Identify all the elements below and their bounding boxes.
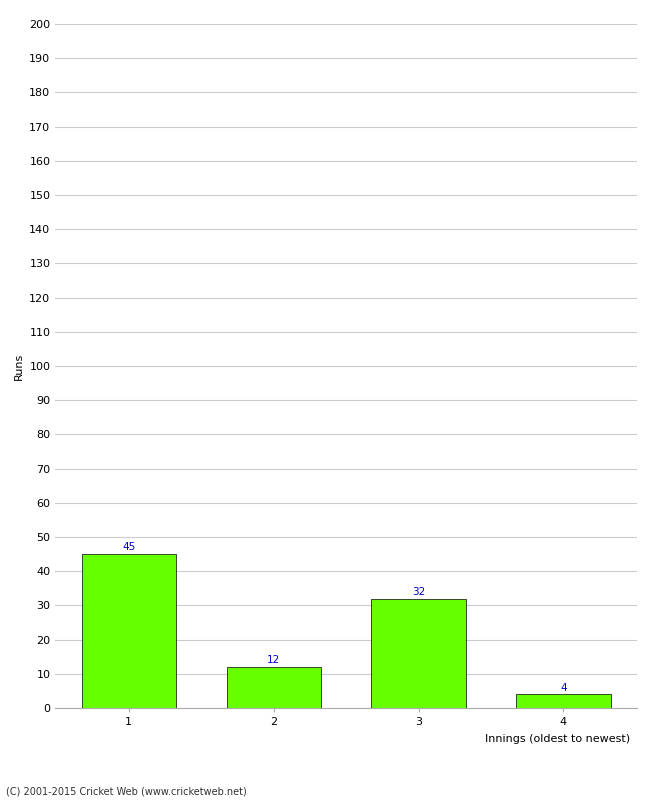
Bar bbox=[227, 667, 320, 708]
Text: 4: 4 bbox=[560, 682, 567, 693]
Bar bbox=[372, 598, 465, 708]
Text: 12: 12 bbox=[267, 655, 280, 666]
Text: Innings (oldest to newest): Innings (oldest to newest) bbox=[486, 734, 630, 744]
Bar bbox=[516, 694, 610, 708]
Bar bbox=[82, 554, 176, 708]
Text: (C) 2001-2015 Cricket Web (www.cricketweb.net): (C) 2001-2015 Cricket Web (www.cricketwe… bbox=[6, 786, 247, 796]
Text: 45: 45 bbox=[122, 542, 135, 552]
Text: 32: 32 bbox=[412, 587, 425, 597]
Y-axis label: Runs: Runs bbox=[14, 352, 23, 380]
